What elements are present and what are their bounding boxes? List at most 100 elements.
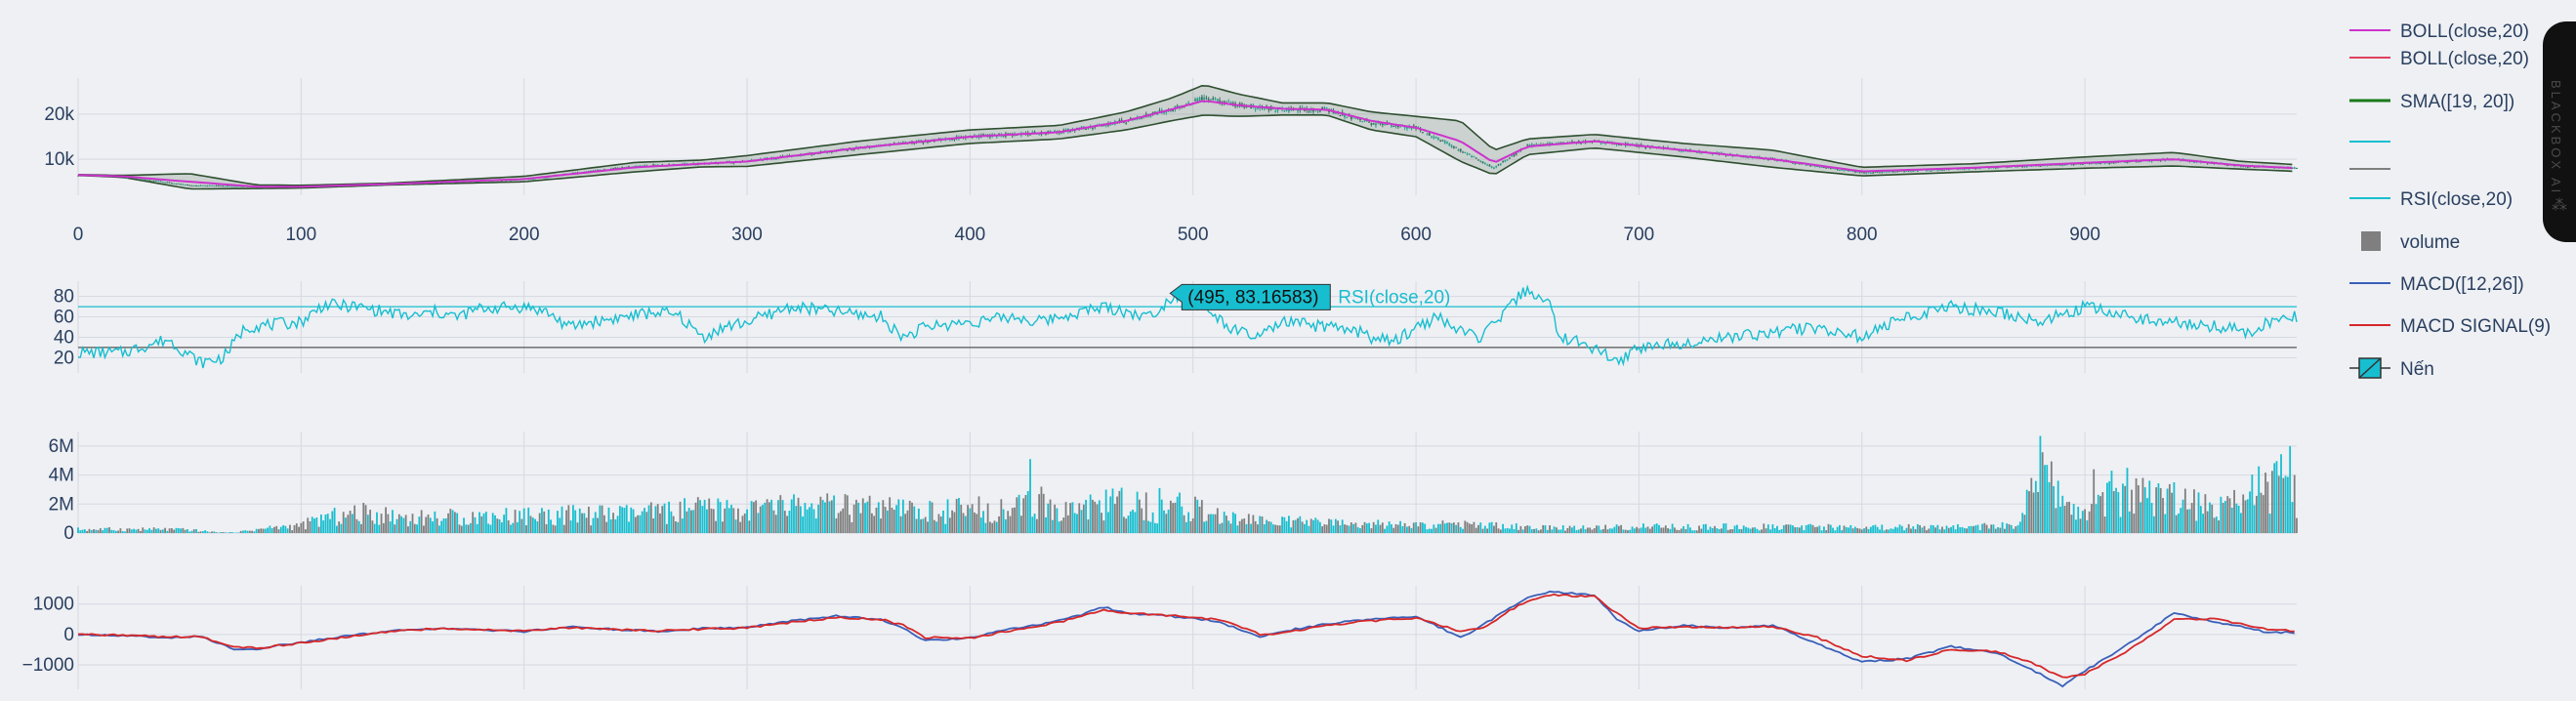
volume-bar: [86, 530, 89, 533]
volume-bar: [161, 529, 164, 533]
volume-bar: [496, 518, 499, 533]
volume-bar: [186, 529, 188, 533]
volume-bar: [402, 517, 405, 533]
candle-body: [1344, 114, 1346, 117]
volume-bar: [1350, 522, 1352, 533]
volume-bar: [1002, 509, 1005, 533]
volume-bar: [453, 512, 456, 533]
candle-body: [1851, 171, 1854, 173]
volume-bar: [171, 528, 173, 533]
volume-bar: [538, 513, 541, 533]
volume-bar: [899, 515, 902, 533]
volume-bar: [1671, 523, 1674, 533]
volume-bar: [594, 512, 597, 533]
volume-bar: [150, 529, 153, 533]
volume-bar: [768, 502, 770, 533]
volume-bar: [1187, 512, 1190, 533]
volume-bar: [833, 495, 835, 533]
volume-bar: [2166, 488, 2169, 533]
volume-bar: [1515, 523, 1517, 533]
candle-body: [1169, 110, 1172, 112]
candle-body: [1120, 119, 1123, 121]
candle-body: [1359, 118, 1361, 121]
volume-bar: [1973, 525, 1974, 533]
volume-bar: [2296, 517, 2298, 533]
volume-bar: [253, 531, 256, 533]
volume-bar: [313, 518, 315, 533]
candle-body: [1466, 153, 1469, 155]
blackbox-side-tab[interactable]: BLACKBOX AI ⁂: [2543, 21, 2576, 242]
volume-bar: [117, 530, 120, 533]
volume-bar: [1318, 521, 1321, 533]
volume-bar: [1141, 508, 1143, 533]
candle-body: [1888, 171, 1890, 173]
volume-bar: [1952, 525, 1955, 533]
volume-bar: [1624, 529, 1627, 533]
volume-bar: [1733, 525, 1736, 533]
volume-bar: [2006, 523, 2009, 533]
hover-label-box: [1169, 283, 1331, 310]
volume-bar: [1934, 527, 1936, 533]
candle-body: [1318, 110, 1321, 112]
volume-bar: [1066, 515, 1069, 533]
volume-bar: [1966, 528, 1968, 533]
volume-bar: [1608, 528, 1611, 533]
candle-body: [2063, 163, 2066, 166]
volume-bar: [2143, 487, 2146, 533]
volume-bar: [2168, 483, 2171, 533]
volume-bar: [1794, 526, 1797, 533]
volume-bar: [1584, 529, 1587, 533]
candle-body: [150, 180, 153, 182]
volume-bar: [986, 503, 989, 533]
volume-bar: [467, 524, 470, 533]
volume-bar: [1711, 527, 1714, 533]
volume-bar: [1468, 523, 1471, 533]
volume-bar: [1348, 525, 1350, 533]
volume-bar: [621, 507, 624, 533]
candle-body: [1876, 172, 1879, 174]
volume-bar: [211, 531, 213, 533]
volume-bar: [444, 517, 447, 533]
volume-bar: [541, 508, 543, 533]
volume-bar: [1156, 523, 1159, 533]
volume-bar: [1674, 527, 1676, 533]
volume-bar: [1593, 528, 1596, 533]
candle-body: [77, 175, 79, 177]
volume-bar: [1974, 525, 1977, 533]
volume-bar: [1763, 523, 1766, 533]
volume-bar: [270, 528, 273, 533]
volume-bar: [677, 521, 680, 533]
volume-bar: [1941, 526, 1943, 533]
volume-bar: [1018, 494, 1020, 533]
volume-bar: [1916, 523, 1919, 533]
volume-bar: [1745, 526, 1747, 533]
series-line-macd: [78, 590, 2295, 688]
blackbox-logo-icon: ⁂: [2552, 197, 2570, 214]
volume-bar: [924, 516, 927, 533]
volume-bar: [583, 513, 586, 533]
volume-bar: [520, 518, 523, 533]
candle-body: [1287, 108, 1290, 112]
volume-bar: [409, 520, 412, 533]
volume-bar: [166, 530, 169, 533]
candle-body: [1396, 125, 1399, 128]
candle-body: [2072, 164, 2075, 166]
volume-bar: [282, 525, 284, 533]
volume-bar: [345, 517, 347, 533]
volume-bar: [522, 508, 525, 533]
volume-bar: [1263, 523, 1266, 533]
volume-bar: [1266, 519, 1267, 533]
volume-bar: [944, 523, 947, 533]
volume-bar: [1257, 524, 1259, 533]
volume-bar: [2088, 511, 2091, 533]
y-tick-label: 60: [54, 308, 74, 328]
candle-body: [157, 181, 160, 183]
candle-body: [2103, 162, 2106, 164]
volume-bar: [1045, 516, 1047, 533]
volume-bar: [505, 508, 508, 533]
volume-bar: [861, 498, 864, 533]
volume-bar: [1629, 529, 1632, 533]
volume-bar: [1332, 525, 1335, 533]
volume-bar: [482, 513, 485, 533]
